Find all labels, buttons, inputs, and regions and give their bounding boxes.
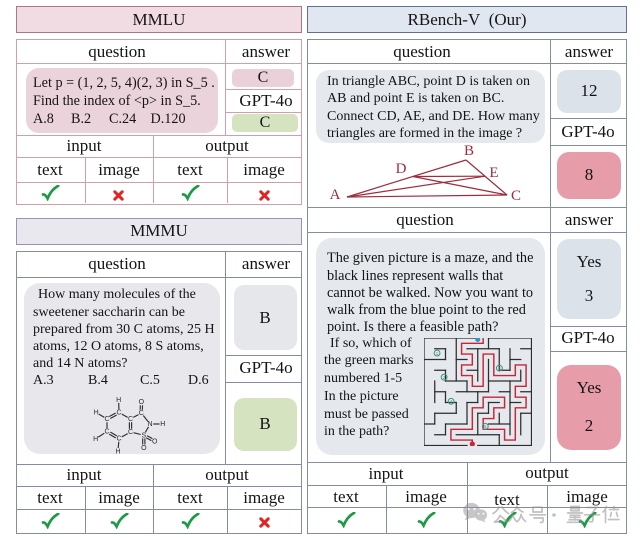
svg-text:O: O [139,399,145,406]
svg-text:C: C [128,416,133,423]
svg-text:3: 3 [498,366,501,371]
svg-text:C: C [128,429,133,436]
svg-text:1: 1 [436,351,439,356]
svg-text:B: B [464,143,474,159]
svg-text:C: C [511,188,521,204]
svg-text:O: O [152,438,158,445]
svg-text:H: H [94,410,99,417]
svg-text:S: S [141,432,146,439]
svg-text:2: 2 [443,375,446,380]
svg-text:C: C [139,410,144,417]
svg-text:C: C [104,429,109,436]
svg-text:O: O [141,445,147,452]
svg-text:E: E [489,165,498,181]
svg-text:H: H [160,421,165,428]
svg-text:C: C [116,436,121,443]
svg-text:H: H [93,436,98,443]
svg-text:N: N [147,421,152,428]
svg-text:C: C [104,416,109,423]
svg-text:H: H [115,449,120,456]
svg-text:5: 5 [484,424,487,429]
svg-text:C: C [116,410,121,417]
svg-text:A: A [330,187,341,203]
svg-text:D: D [396,161,407,177]
svg-text:H: H [116,397,121,404]
svg-text:4: 4 [450,399,453,404]
